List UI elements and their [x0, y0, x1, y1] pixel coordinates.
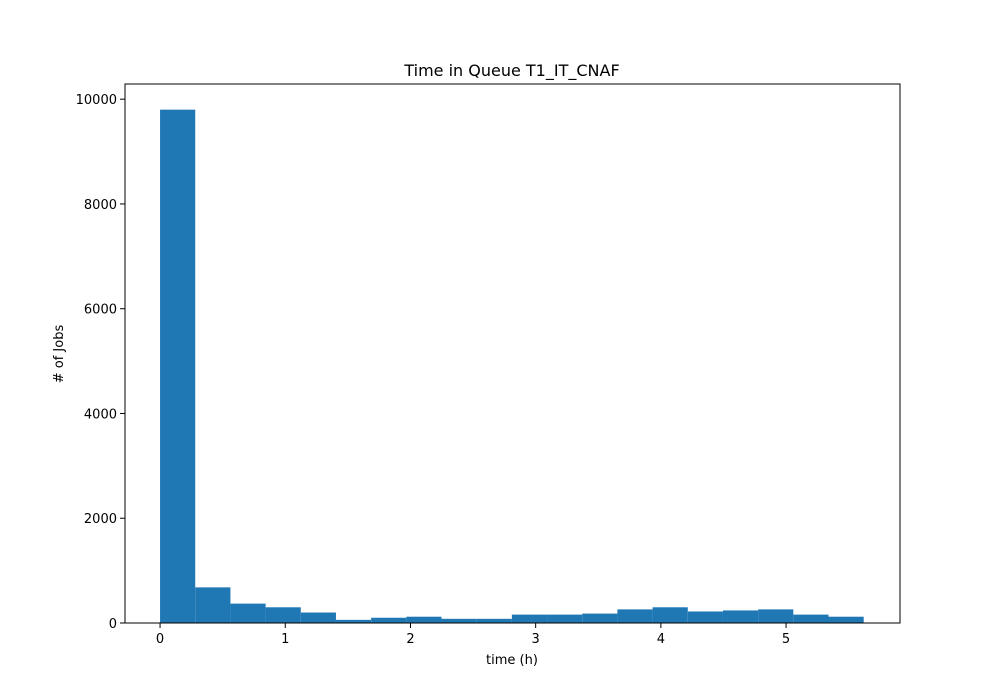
y-tick-label: 0 — [109, 617, 117, 632]
y-axis-label: # of Jobs — [52, 325, 67, 384]
x-tick-label: 5 — [782, 632, 790, 647]
y-tick-label: 4000 — [84, 407, 117, 422]
histogram-bar — [617, 609, 653, 623]
x-axis-label: time (h) — [486, 653, 538, 668]
y-axis-ticks: 0 2000 4000 6000 8000 10000 — [76, 93, 125, 632]
x-tick-label: 3 — [532, 632, 540, 647]
histogram-bar — [582, 613, 618, 623]
histogram-bar — [371, 617, 407, 623]
histogram-bar — [793, 614, 829, 623]
histogram-bar — [687, 611, 723, 623]
y-tick-label: 2000 — [84, 512, 117, 527]
plot-frame — [124, 83, 901, 624]
histogram-bar — [406, 616, 442, 623]
histogram-bar — [265, 607, 301, 623]
x-axis-ticks: 0 1 2 3 4 5 — [156, 623, 790, 647]
histogram-bar — [758, 609, 794, 623]
histogram-bar — [511, 614, 548, 623]
histogram-bar — [652, 607, 688, 623]
x-tick-label: 0 — [156, 632, 164, 647]
histogram-bar — [300, 612, 336, 623]
y-tick-label: 8000 — [84, 198, 117, 213]
histogram-bar — [230, 603, 266, 623]
bars-group — [160, 109, 864, 623]
histogram-bar — [195, 587, 231, 623]
histogram-bar — [722, 610, 759, 623]
histogram-bar — [441, 618, 477, 623]
histogram-bar — [335, 619, 372, 623]
histogram-bar — [547, 614, 583, 623]
histogram-bar — [828, 616, 864, 623]
y-tick-label: 6000 — [84, 303, 117, 318]
histogram-bar — [476, 618, 512, 623]
x-tick-label: 2 — [406, 632, 414, 647]
x-tick-label: 1 — [281, 632, 289, 647]
y-tick-label: 10000 — [76, 93, 117, 108]
histogram-bar — [160, 109, 196, 623]
chart-title: Time in Queue T1_IT_CNAF — [403, 61, 619, 81]
x-tick-label: 4 — [657, 632, 665, 647]
